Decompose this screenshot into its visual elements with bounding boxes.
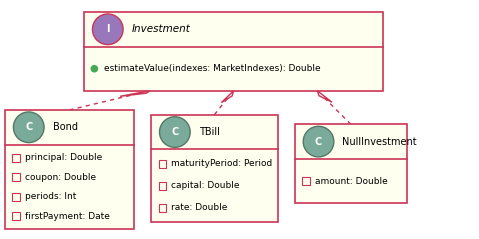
- Text: I: I: [106, 24, 110, 34]
- Ellipse shape: [91, 65, 98, 73]
- Text: rate: Double: rate: Double: [171, 203, 228, 212]
- Text: principal: Double: principal: Double: [25, 153, 102, 162]
- Text: amount: Double: amount: Double: [315, 177, 388, 185]
- Ellipse shape: [160, 117, 190, 147]
- Text: TBill: TBill: [199, 127, 220, 137]
- Text: Investment: Investment: [132, 24, 191, 34]
- Text: Bond: Bond: [53, 122, 78, 132]
- Text: NullInvestment: NullInvestment: [342, 137, 417, 147]
- Text: periods: Int: periods: Int: [25, 192, 76, 201]
- Text: C: C: [171, 127, 179, 137]
- Text: firstPayment: Date: firstPayment: Date: [25, 212, 110, 221]
- Ellipse shape: [303, 126, 334, 157]
- Text: C: C: [315, 137, 322, 147]
- FancyBboxPatch shape: [84, 12, 383, 91]
- FancyBboxPatch shape: [295, 124, 407, 203]
- Ellipse shape: [92, 14, 123, 45]
- Text: capital: Double: capital: Double: [171, 181, 240, 190]
- FancyBboxPatch shape: [151, 115, 278, 222]
- Text: maturityPeriod: Period: maturityPeriod: Period: [171, 159, 272, 168]
- Text: estimateValue(indexes: MarketIndexes): Double: estimateValue(indexes: MarketIndexes): D…: [104, 64, 320, 73]
- Ellipse shape: [13, 112, 44, 143]
- Text: coupon: Double: coupon: Double: [25, 173, 96, 182]
- FancyBboxPatch shape: [5, 110, 134, 229]
- Text: C: C: [25, 122, 33, 132]
